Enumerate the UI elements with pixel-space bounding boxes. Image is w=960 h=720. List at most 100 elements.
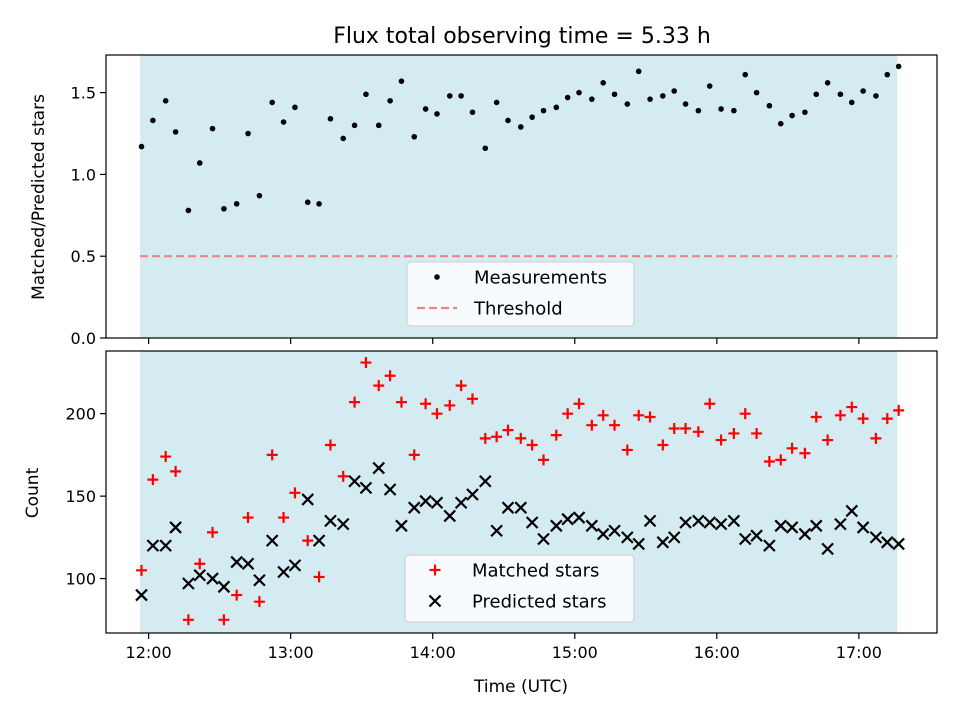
legend-label: Threshold (473, 299, 563, 320)
data-point (469, 109, 476, 116)
data-point (278, 512, 290, 524)
data-point (813, 91, 820, 98)
data-point (739, 408, 751, 420)
data-point (245, 130, 251, 137)
data-point (766, 102, 773, 109)
data-point (550, 519, 563, 533)
data-point (277, 565, 290, 579)
data-point (135, 588, 148, 602)
data-point (398, 78, 405, 84)
data-point (644, 411, 656, 423)
data-point (785, 521, 799, 534)
data-point (632, 537, 645, 551)
data-point (834, 409, 846, 421)
data-point (455, 380, 467, 392)
data-point (479, 432, 491, 444)
data-point (340, 135, 347, 142)
data-point (624, 101, 631, 107)
legend-box (406, 261, 635, 327)
data-point (218, 614, 230, 626)
data-point (869, 531, 883, 544)
y-tick-label: 1.0 (71, 165, 96, 184)
data-point (146, 539, 160, 552)
data-point (857, 413, 869, 425)
series-predicted-stars (135, 461, 905, 602)
data-point (407, 501, 421, 514)
data-point (384, 370, 396, 382)
data-point (395, 519, 408, 533)
data-point (337, 470, 349, 482)
data-point (458, 93, 464, 99)
legend-label: Measurements (474, 268, 607, 289)
data-point (647, 96, 653, 102)
data-point (589, 96, 595, 102)
legend-marker (434, 274, 440, 280)
x-tick-label: 12:00 (126, 643, 172, 662)
data-point (786, 442, 798, 454)
y-tick-label: 0.0 (71, 329, 96, 348)
data-point (680, 423, 692, 435)
data-point (363, 91, 369, 98)
data-point (585, 519, 599, 533)
data-point (253, 573, 266, 587)
data-point (230, 555, 243, 569)
data-point (738, 532, 752, 546)
data-point (564, 94, 571, 101)
data-point (881, 536, 894, 549)
data-point (501, 501, 515, 514)
x-tick-label: 13:00 (268, 643, 314, 662)
data-point (860, 88, 866, 94)
data-point (763, 455, 775, 467)
data-point (821, 542, 834, 556)
data-point (493, 99, 500, 106)
y-tick-label: 200 (65, 405, 96, 424)
x-tick-label: 15:00 (552, 643, 598, 662)
data-point (324, 514, 337, 528)
y-axis-label-bottom: Count (23, 467, 43, 518)
legend-label: Predicted stars (472, 592, 606, 613)
data-point (136, 564, 148, 576)
data-point (837, 91, 844, 98)
data-point (289, 487, 301, 499)
y-tick-label: 150 (65, 487, 96, 506)
data-point (537, 532, 550, 546)
data-point (387, 98, 393, 104)
data-point (231, 589, 243, 601)
data-point (162, 98, 169, 104)
data-point (185, 207, 192, 214)
data-point (478, 475, 492, 488)
data-point (715, 434, 727, 446)
data-point (753, 89, 760, 96)
data-point (656, 536, 670, 549)
data-point (280, 119, 287, 125)
data-point (312, 534, 326, 547)
data-point (822, 434, 834, 446)
data-point (856, 521, 870, 534)
data-point (169, 521, 182, 534)
data-point (846, 401, 858, 413)
x-axis-label: Time (UTC) (473, 677, 568, 697)
legend: Measurements Threshold (406, 261, 635, 327)
data-point (502, 424, 514, 436)
data-point (573, 398, 585, 410)
data-point (692, 426, 704, 438)
data-point (881, 413, 893, 425)
data-point (609, 419, 621, 431)
data-point (217, 580, 231, 594)
data-point (695, 107, 702, 114)
data-point (789, 112, 795, 119)
data-point (466, 488, 479, 501)
ratio-panel: 0.0 0.5 1.0 1.5 Measurements Threshold (71, 54, 938, 348)
data-point (301, 493, 314, 506)
data-point (383, 483, 397, 496)
data-point (704, 398, 716, 410)
data-point (302, 535, 314, 547)
data-point (727, 514, 741, 528)
data-point (360, 357, 372, 369)
data-point (706, 83, 713, 89)
data-point (892, 537, 905, 551)
data-point (668, 423, 680, 435)
data-point (482, 145, 489, 152)
legend-label: Matched stars (472, 561, 599, 582)
